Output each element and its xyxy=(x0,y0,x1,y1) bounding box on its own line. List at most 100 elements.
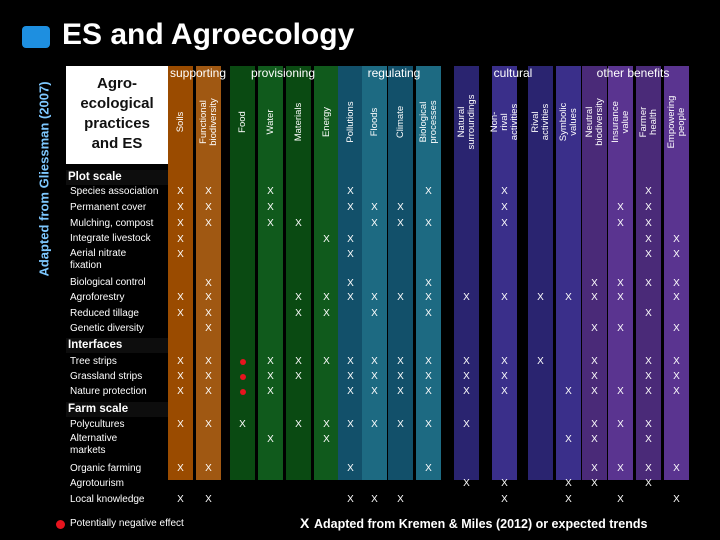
x-mark: X xyxy=(397,386,404,397)
x-mark: X xyxy=(177,308,184,319)
x-mark: X xyxy=(347,386,354,397)
column-label: Symbolic values xyxy=(556,84,581,160)
x-mark: X xyxy=(463,292,470,303)
x-mark: X xyxy=(591,278,598,289)
x-mark: X xyxy=(425,308,432,319)
x-mark: X xyxy=(205,202,212,213)
column-label-text: Rival activities xyxy=(529,103,551,141)
x-mark: X xyxy=(591,356,598,367)
x-mark: X xyxy=(617,202,624,213)
column-label-text: Insurance value xyxy=(609,101,631,143)
x-mark: X xyxy=(323,434,330,445)
x-mark: X xyxy=(371,202,378,213)
x-mark: X xyxy=(645,202,652,213)
footnote-mark: X xyxy=(300,515,310,531)
x-mark: X xyxy=(463,356,470,367)
x-mark: X xyxy=(267,202,274,213)
x-mark: X xyxy=(397,419,404,430)
section-header: Plot scale xyxy=(66,170,168,185)
x-mark: X xyxy=(645,249,652,260)
row-label: Organic farming xyxy=(70,463,142,474)
x-mark: X xyxy=(617,278,624,289)
title-bullet-icon xyxy=(22,26,50,48)
x-mark: X xyxy=(425,186,432,197)
row-label: Alternative markets xyxy=(70,433,118,456)
group-header: supporting xyxy=(169,66,227,80)
x-mark: X xyxy=(267,371,274,382)
x-mark: X xyxy=(397,371,404,382)
x-mark: X xyxy=(501,218,508,229)
x-mark: X xyxy=(347,463,354,474)
x-mark: X xyxy=(425,278,432,289)
x-mark: X xyxy=(397,494,404,505)
x-mark: X xyxy=(565,292,572,303)
x-mark: X xyxy=(177,218,184,229)
x-mark: X xyxy=(673,386,680,397)
x-mark: X xyxy=(177,292,184,303)
row-label: Reduced tillage xyxy=(70,308,139,319)
x-mark: X xyxy=(205,386,212,397)
x-mark: X xyxy=(425,218,432,229)
x-mark: X xyxy=(205,419,212,430)
column-label-text: Pollutions xyxy=(344,101,356,143)
x-mark: X xyxy=(177,249,184,260)
x-mark: X xyxy=(673,356,680,367)
column-stripe xyxy=(168,66,193,480)
x-mark: X xyxy=(239,419,246,430)
column-stripe xyxy=(416,66,441,480)
x-mark: X xyxy=(323,234,330,245)
x-mark: X xyxy=(425,371,432,382)
x-mark: X xyxy=(501,371,508,382)
column-stripe xyxy=(314,66,339,480)
column-label-text: Climate xyxy=(394,105,406,139)
x-mark: X xyxy=(425,356,432,367)
group-header: regulating xyxy=(367,66,421,80)
x-mark: X xyxy=(591,419,598,430)
group-header: other benefits xyxy=(596,66,670,80)
x-mark: X xyxy=(425,292,432,303)
x-mark: X xyxy=(323,419,330,430)
x-mark: X xyxy=(591,478,598,489)
x-mark: X xyxy=(295,419,302,430)
row-label: Permanent cover xyxy=(70,202,147,213)
x-mark: X xyxy=(267,434,274,445)
x-mark: X xyxy=(425,386,432,397)
column-stripe xyxy=(492,66,517,480)
row-label: Biological control xyxy=(70,277,146,288)
negative-effect-dot-icon xyxy=(239,359,246,365)
x-mark: X xyxy=(205,371,212,382)
x-mark: X xyxy=(177,234,184,245)
negative-effect-dot-icon xyxy=(56,520,65,529)
x-mark: X xyxy=(205,186,212,197)
x-mark: X xyxy=(537,292,544,303)
footnote-text: Adapted from Kremen & Miles (2012) or ex… xyxy=(314,517,648,531)
x-mark: X xyxy=(463,386,470,397)
x-mark: X xyxy=(177,186,184,197)
row-label: Agroforestry xyxy=(70,292,125,303)
x-mark: X xyxy=(267,356,274,367)
x-mark: X xyxy=(267,386,274,397)
x-mark: X xyxy=(591,371,598,382)
x-mark: X xyxy=(617,218,624,229)
column-label-text: Food xyxy=(236,111,248,133)
x-mark: X xyxy=(645,386,652,397)
page-title: ES and Agroecology xyxy=(62,18,355,51)
x-mark: X xyxy=(501,386,508,397)
x-mark: X xyxy=(205,494,212,505)
x-mark: X xyxy=(371,292,378,303)
x-mark: X xyxy=(617,323,624,334)
x-mark: X xyxy=(591,386,598,397)
x-mark: X xyxy=(347,356,354,367)
x-mark: X xyxy=(205,218,212,229)
column-stripe xyxy=(258,66,283,480)
column-label-text: Functional biodiversity xyxy=(197,98,219,146)
x-mark: X xyxy=(673,292,680,303)
x-mark: X xyxy=(645,434,652,445)
column-stripe xyxy=(388,66,413,480)
row-label: Aerial nitrate fixation xyxy=(70,248,127,271)
column-stripe xyxy=(608,66,633,480)
column-label: Energy xyxy=(314,84,339,160)
x-mark: X xyxy=(565,434,572,445)
column-label: Rival activities xyxy=(528,84,553,160)
column-label: Farmer health xyxy=(636,84,661,160)
